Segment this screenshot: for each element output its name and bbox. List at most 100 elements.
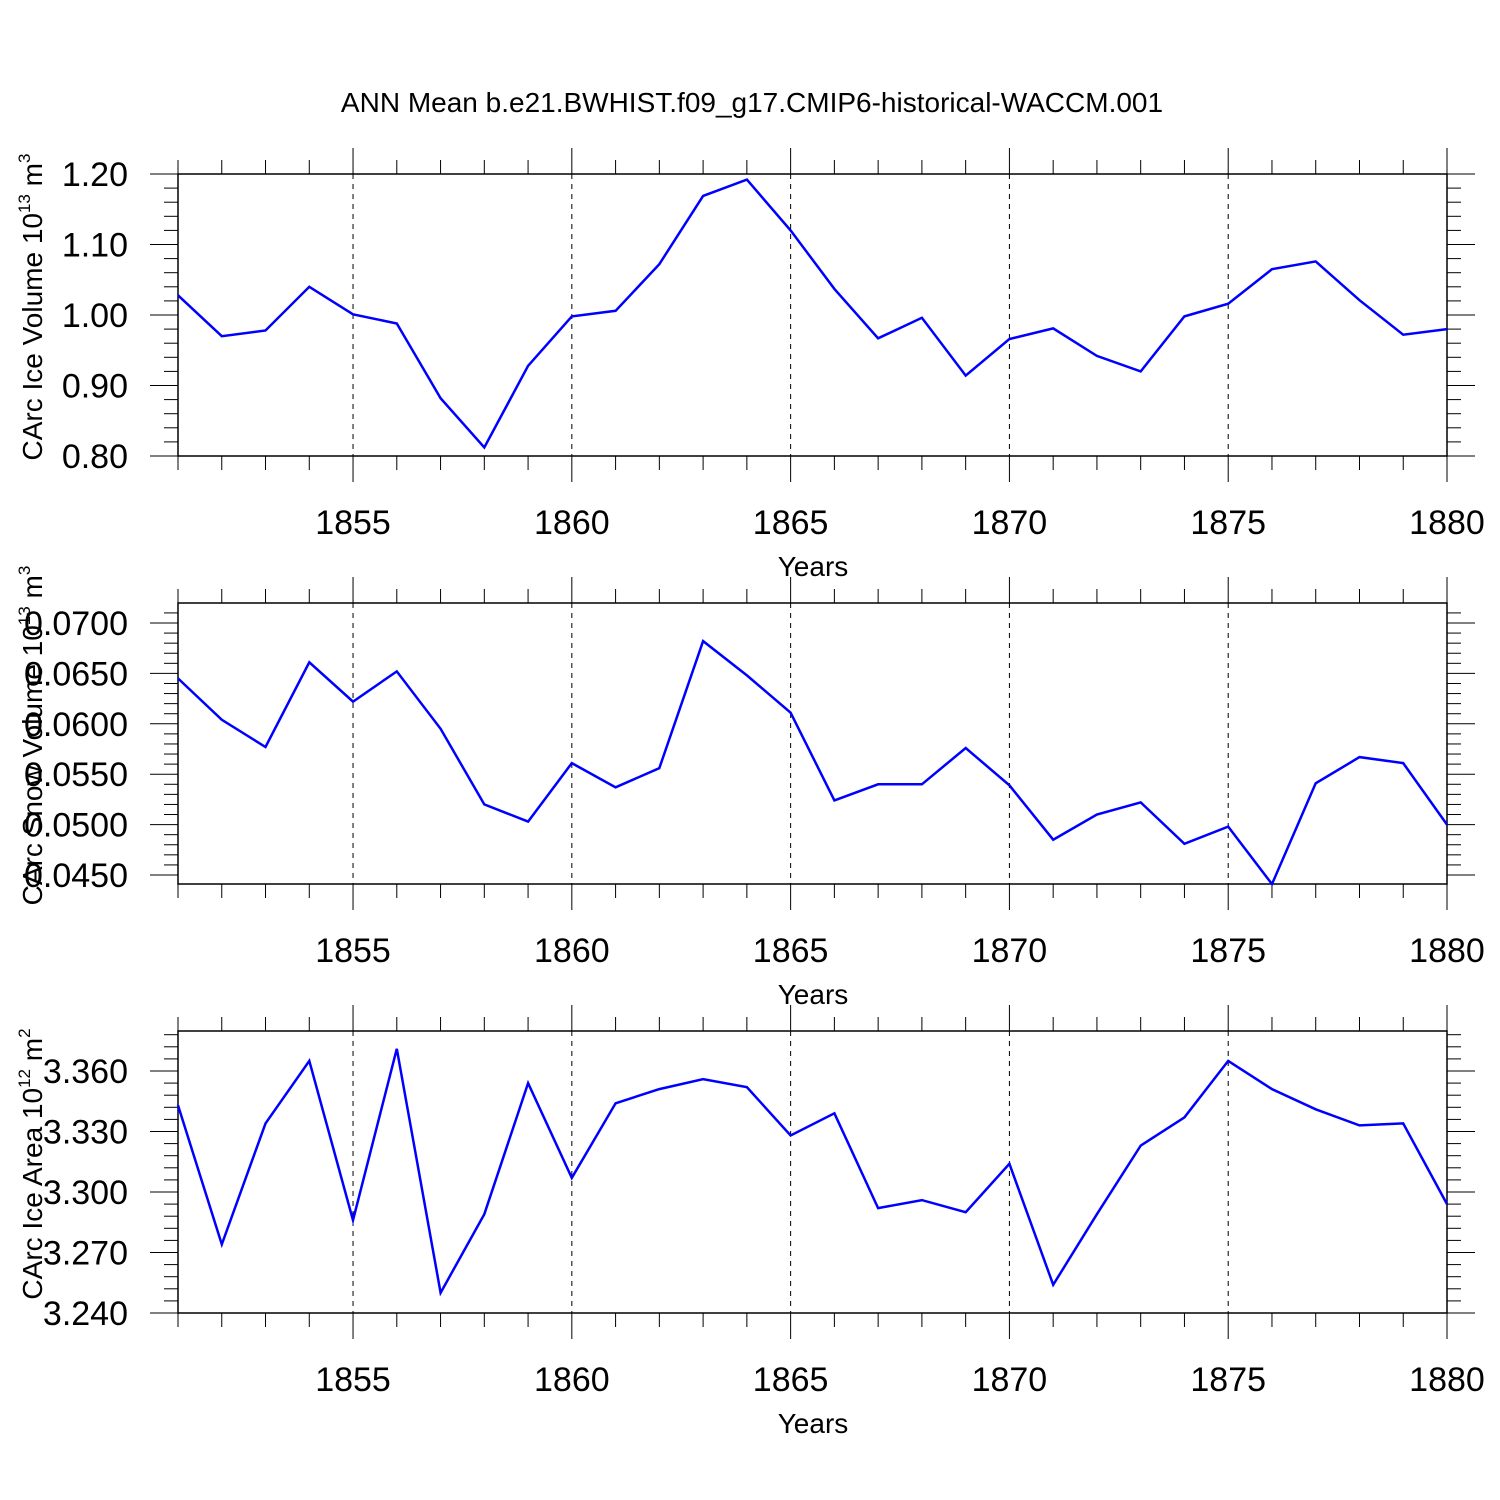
data-point: [1139, 800, 1143, 804]
data-point: [964, 746, 968, 750]
data-point: [701, 1077, 705, 1081]
data-point: [1051, 838, 1055, 842]
ice-volume-panel: 0.80 0.90 1.00 1.10 1.20 1855 1860 1865 1870 1875…: [15, 148, 1485, 582]
data-point: [526, 820, 530, 824]
y-axis-title: CArc Ice Area 1012 m2: [15, 1028, 48, 1299]
data-point: [1357, 298, 1361, 302]
data-point: [482, 446, 486, 450]
data-point: [1270, 882, 1274, 886]
y-axis-title: CArc Snow Volume 1013 m3: [15, 566, 48, 906]
data-point: [526, 1081, 530, 1085]
data-point: [745, 1085, 749, 1089]
x-tick-label: 1865: [753, 932, 829, 970]
data-point: [745, 673, 749, 677]
x-tick-label: 1860: [534, 932, 610, 970]
y-tick-label: 3.240: [43, 1295, 128, 1333]
data-point: [1007, 337, 1011, 341]
y-tick-label: 3.330: [43, 1114, 128, 1152]
data-point: [264, 745, 268, 749]
x-axis-title: Years: [778, 979, 849, 1010]
data-point: [1139, 1144, 1143, 1148]
data-point: [964, 374, 968, 378]
data-point: [876, 336, 880, 340]
x-tick-label: 1880: [1409, 932, 1485, 970]
data-point: [570, 761, 574, 765]
data-point: [351, 312, 355, 316]
data-point: [1357, 1123, 1361, 1127]
data-point: [1095, 1212, 1099, 1216]
y-tick-label: 0.0450: [24, 857, 128, 895]
data-point: [264, 329, 268, 333]
snow-volume-panel: 0.0450 0.0500 0.0550 0.0600 0.0650 0.0700 1855…: [15, 566, 1485, 1010]
data-point: [876, 1206, 880, 1210]
data-point: [176, 293, 180, 297]
data-point: [657, 766, 661, 770]
data-point: [1270, 1087, 1274, 1091]
x-tick-label: 1855: [315, 504, 391, 542]
y-tick-label: 1.00: [62, 297, 128, 335]
y-axis-title: CArc Ice Volume 1013 m3: [15, 154, 48, 461]
data-point: [745, 178, 749, 182]
data-point: [1182, 314, 1186, 318]
y-tick-label: 0.0500: [24, 807, 128, 845]
data-point: [1357, 755, 1361, 759]
data-point: [526, 364, 530, 368]
data-point: [220, 718, 224, 722]
data-point: [1445, 327, 1449, 331]
data-point: [1139, 369, 1143, 373]
series-line: [177, 639, 1449, 887]
data-point: [1314, 259, 1318, 263]
data-point: [789, 711, 793, 715]
data-point: [395, 321, 399, 325]
data-point: [1226, 1059, 1230, 1063]
data-point: [614, 1101, 618, 1105]
data-point: [220, 1242, 224, 1246]
data-point: [832, 1111, 836, 1115]
x-axis-title: Years: [778, 1408, 849, 1439]
x-tick-label: 1880: [1409, 1361, 1485, 1399]
data-point: [1401, 761, 1405, 765]
y-tick-label: 0.0600: [24, 706, 128, 744]
y-tick-label: 0.0700: [24, 605, 128, 643]
y-tick-label: 0.80: [62, 438, 128, 476]
data-point: [789, 228, 793, 232]
data-point: [220, 334, 224, 338]
y-tick-label: 0.0650: [24, 655, 128, 693]
x-tick-label: 1855: [315, 1361, 391, 1399]
data-point: [176, 1103, 180, 1107]
data-point: [176, 676, 180, 680]
data-point: [482, 802, 486, 806]
y-tick-label: 3.360: [43, 1053, 128, 1091]
data-point: [657, 1087, 661, 1091]
data-point: [657, 262, 661, 266]
data-point: [307, 285, 311, 289]
x-tick-label: 1860: [534, 1361, 610, 1399]
data-point: [614, 309, 618, 313]
data-point: [964, 1210, 968, 1214]
data-point: [1270, 267, 1274, 271]
data-point: [570, 1176, 574, 1180]
x-tick-label: 1870: [972, 504, 1048, 542]
data-point: [1182, 1115, 1186, 1119]
data-point: [1401, 333, 1405, 337]
data-point: [395, 669, 399, 673]
x-tick-label: 1865: [753, 504, 829, 542]
x-tick-label: 1870: [972, 932, 1048, 970]
data-point: [351, 700, 355, 704]
x-tick-label: 1875: [1190, 504, 1266, 542]
x-tick-label: 1860: [534, 504, 610, 542]
data-point: [351, 1218, 355, 1222]
y-tick-label: 3.300: [43, 1174, 128, 1212]
y-tick-label: 1.20: [62, 156, 128, 194]
data-point: [1226, 302, 1230, 306]
data-point: [789, 1134, 793, 1138]
data-point: [701, 639, 705, 643]
data-point: [1095, 354, 1099, 358]
data-point: [920, 782, 924, 786]
data-point: [1051, 326, 1055, 330]
data-point: [701, 194, 705, 198]
x-tick-label: 1880: [1409, 504, 1485, 542]
plot-frame: [177, 1030, 1448, 1314]
x-tick-label: 1855: [315, 932, 391, 970]
